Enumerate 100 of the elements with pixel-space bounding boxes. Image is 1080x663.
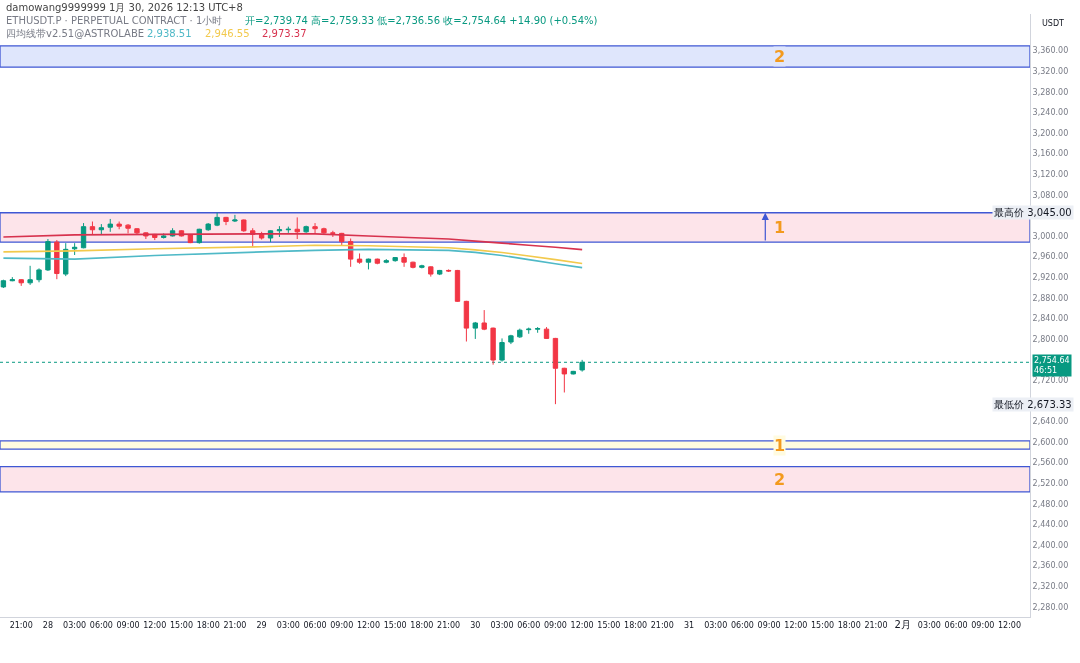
y-tick-label: 2,640.00 [1032,417,1069,427]
candlestick [401,252,407,268]
x-tick-label: 15:00 [597,620,621,630]
ref-line-label: 2,754.64 46:51 [1034,356,1070,376]
y-tick-label: 2,320.00 [1032,581,1069,591]
candlestick [463,300,470,342]
x-tick-label: 15:00 [383,620,407,630]
x-tick-label: 09:00 [330,620,354,630]
candlestick [437,269,443,276]
x-tick-label: 21:00 [864,620,888,630]
candlestick [356,252,363,265]
y-tick-label: 2,800.00 [1032,334,1069,344]
candlestick [534,326,541,334]
text: 2,946.55 [205,28,250,39]
candlestick [365,258,372,270]
x-tick-label: 29 [256,620,267,630]
x-tick-label: 12:00 [570,620,594,630]
x-tick-label: 21:00 [9,620,33,630]
candlestick [125,224,131,234]
candlestick [27,265,33,286]
band-label: 1 [774,436,786,455]
candlestick [517,328,523,339]
candlestick [454,269,461,303]
candlestick [552,337,559,405]
candlestick [36,267,42,283]
candlestick [419,264,425,269]
candlestick [490,327,496,366]
candlestick [116,221,122,230]
candlestick [134,227,140,236]
y-tick-label: 3,200.00 [1032,128,1069,138]
candlestick [107,218,113,233]
annotation: 最高价 3,045.00 [994,207,1072,218]
candlestick [241,218,247,233]
y-tick-label: 3,280.00 [1032,87,1069,97]
candlestick [543,326,550,340]
candlestick [481,309,487,331]
candlestick [445,268,452,273]
x-tick-label: 06:00 [730,620,754,630]
y-tick-label: 2,840.00 [1032,314,1069,324]
x-tick-label: 30 [470,620,481,630]
text: 2,973.37 [262,28,307,39]
candlestick [276,225,283,238]
x-tick-label: 15:00 [811,620,835,630]
candlestick [294,216,300,240]
x-tick-label: 2月 [894,618,911,630]
candlestick [570,370,576,375]
candlestick [321,227,327,235]
line-series [2,233,583,251]
y-tick-label: 2,880.00 [1032,293,1069,303]
candlestick [410,261,416,269]
y-tick-label: 2,920.00 [1032,272,1069,282]
chart-title: ETHUSDT.P · PERPETUAL CONTRACT · 1小时 [6,15,223,26]
y-tick-label: 2,720.00 [1032,375,1069,385]
candlestick [303,225,309,234]
candlestick [561,367,568,393]
band-label: 1 [774,218,786,237]
band-label: 2 [774,470,786,489]
candlestick [9,276,15,282]
x-tick-label: 03:00 [276,620,300,630]
y-tick-label: 2,560.00 [1032,458,1069,468]
y-tick-label: 2,960.00 [1032,252,1069,262]
x-tick-label: 09:00 [971,620,995,630]
x-tick-label: 15:00 [169,620,194,630]
candlestick [383,258,389,264]
x-tick-label: 21:00 [650,620,674,630]
y-tick-label: 2,400.00 [1032,540,1069,550]
x-tick-label: 09:00 [543,620,567,630]
candlestick [161,232,167,240]
x-tick-label: 18:00 [624,620,648,630]
y-tick-label: 3,000.00 [1032,231,1069,241]
band-label: 2 [774,47,786,66]
x-tick-label: 06:00 [944,620,968,630]
x-tick-label: 03:00 [704,620,728,630]
y-tick-label: 2,480.00 [1032,499,1069,509]
candlestick [472,321,478,340]
candlestick [205,222,211,232]
x-tick-label: 31 [683,620,695,630]
text: 2,938.51 [147,28,192,39]
y-tick-label: 2,600.00 [1032,437,1069,447]
annotation: 四均线带v2.51@ASTROLABE [6,28,145,39]
candlestick [232,214,238,223]
x-tick-label: 18:00 [196,620,220,630]
candlestick [392,256,398,263]
text: damowang9999999 1月 30, 2026 12:13 UTC+8 [6,2,243,13]
candlestick [374,258,381,265]
y-tick-label: 2,280.00 [1032,602,1069,612]
y-tick-label: 3,120.00 [1032,169,1069,179]
x-tick-label: 06:00 [517,620,541,630]
x-tick-label: 06:00 [303,620,327,630]
x-tick-label: 18:00 [410,620,434,630]
x-tick-label: 21:00 [437,620,461,630]
candlestick [18,278,24,287]
x-tick-label: 28 [42,620,54,630]
candlestick [214,212,220,227]
x-tick-label: 18:00 [837,620,861,630]
candlestick [508,334,514,345]
candlestick [428,265,434,278]
chart-subtitle: 开=2,739.74 高=2,759.33 低=2,736.56 收=2,754.64 +14.90 (+0.54%) [245,15,598,26]
y-tick-label: 3,240.00 [1032,108,1069,118]
x-tick-label: 21:00 [223,620,247,630]
